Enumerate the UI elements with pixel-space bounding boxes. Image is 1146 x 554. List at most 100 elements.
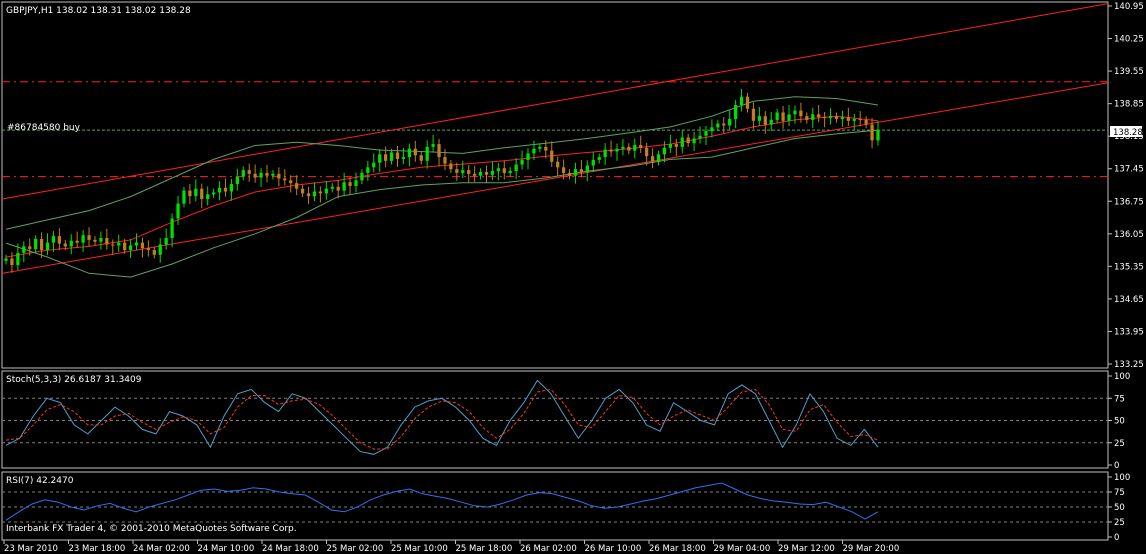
- candle-body: [811, 114, 815, 120]
- candle-body: [478, 171, 483, 176]
- candle-body: [81, 235, 85, 243]
- candle-body: [259, 172, 263, 178]
- candle-body: [734, 105, 738, 119]
- candle-body: [852, 118, 856, 121]
- price-tick-label: 135.35: [1114, 262, 1144, 272]
- candle-body: [99, 238, 103, 242]
- candle-body: [431, 144, 435, 147]
- candle-body: [799, 110, 803, 117]
- candle-body: [467, 170, 471, 174]
- candle-body: [508, 171, 512, 173]
- candle-body: [229, 184, 234, 192]
- candle-body: [609, 149, 613, 152]
- candle-body: [585, 165, 589, 172]
- price-badge-box: [1110, 126, 1142, 137]
- candle-body: [223, 187, 228, 192]
- order-label: #86784580 buy: [7, 123, 81, 133]
- price-tick-label: 138.15: [1114, 132, 1144, 142]
- candle-body: [206, 194, 210, 199]
- candle-body: [556, 161, 560, 168]
- candle-body: [395, 152, 400, 159]
- candle-body: [407, 148, 412, 158]
- candle-body: [745, 96, 750, 109]
- channel-lines[interactable]: [1, 3, 1109, 274]
- osc-tick-label: 0: [1114, 533, 1119, 543]
- candle-body: [69, 240, 73, 247]
- price-tick-label: 134.65: [1114, 295, 1144, 305]
- candle-body: [621, 146, 625, 149]
- candle-body: [4, 258, 8, 261]
- price-tick-label: 140.25: [1114, 35, 1144, 45]
- candle-body: [384, 154, 388, 161]
- rsi-pane[interactable]: 100 75 50 25 0 RSI(7) 42.2470 Interbank FX T…: [1, 471, 1130, 543]
- candle-body: [496, 168, 500, 172]
- candle-body: [472, 173, 477, 176]
- candle-body: [739, 96, 744, 106]
- candle-body: [300, 188, 305, 194]
- candle-body: [490, 171, 495, 175]
- candle-body: [461, 170, 465, 173]
- candle-body: [176, 203, 180, 219]
- candle-body: [822, 117, 827, 119]
- candle-body: [573, 169, 578, 176]
- candle-body: [312, 191, 317, 197]
- candle-body: [318, 191, 323, 194]
- candle-body: [22, 246, 26, 253]
- candle-body: [775, 112, 779, 120]
- candle-body: [425, 146, 429, 161]
- series-main: [5, 379, 879, 455]
- candle-body: [864, 119, 868, 125]
- candle-body: [158, 244, 162, 255]
- candle-body: [449, 163, 453, 170]
- price-tick-label: 140.95: [1114, 2, 1144, 12]
- candle-body: [639, 145, 643, 148]
- candle-body: [704, 131, 708, 136]
- candle-body: [45, 242, 50, 251]
- candle-body: [241, 170, 245, 177]
- bollinger-bands: [5, 96, 879, 278]
- rsi-pane-frame: [1, 471, 1109, 541]
- candle-body: [603, 149, 607, 158]
- candle-body: [342, 182, 346, 191]
- candle-body: [686, 137, 690, 144]
- stochastic-title: Stoch(5,3,3) 26.6187 31.3409: [6, 375, 142, 385]
- candle-body: [366, 167, 370, 173]
- price-pane[interactable]: 140.95 140.25 139.55 138.85 138.15 137.45 136.…: [1, 1, 1144, 370]
- candle-body: [188, 190, 192, 197]
- stochastic-pane[interactable]: 100 75 50 25 0 Stoch(5,3,3) 26.6187 31.3409: [1, 370, 1130, 471]
- candle-body: [817, 114, 821, 118]
- candle-body: [354, 180, 358, 186]
- candle-body: [692, 138, 696, 144]
- price-pane-frame: [1, 1, 1109, 369]
- candle-body: [781, 112, 785, 121]
- candle-body: [615, 148, 619, 152]
- candle-body: [170, 218, 174, 239]
- series-rsi-7-: [5, 482, 879, 521]
- price-tick-label: 136.75: [1114, 197, 1144, 207]
- price-tick-label: 138.85: [1114, 100, 1144, 110]
- price-tick-label: 137.45: [1114, 165, 1144, 175]
- stochastic-axis: 100 75 50 25 0: [1108, 372, 1130, 471]
- candle-body: [627, 146, 631, 151]
- time-tick-label: 23 Mar 2010: [4, 544, 58, 554]
- candle-body: [28, 246, 32, 250]
- candle-body: [437, 144, 441, 158]
- candle-body: [763, 116, 767, 125]
- candle-body: [561, 167, 566, 173]
- candle-body: [716, 123, 720, 128]
- candle-body: [289, 180, 293, 184]
- bollinger-upper: [5, 96, 879, 230]
- candle-body: [662, 147, 667, 155]
- candle-body: [805, 116, 809, 120]
- osc-tick-label: 75: [1114, 488, 1125, 498]
- candle-body: [550, 150, 554, 162]
- stochastic-levels: [2, 397, 1108, 444]
- candle-body: [645, 147, 649, 157]
- price-tick-label: 133.25: [1114, 360, 1144, 370]
- candle-body: [520, 159, 524, 165]
- candle-body: [10, 258, 14, 265]
- candle-body: [247, 170, 251, 174]
- price-axis: 140.95 140.25 139.55 138.85 138.15 137.45 136.…: [1108, 2, 1144, 370]
- candle-body: [870, 124, 874, 141]
